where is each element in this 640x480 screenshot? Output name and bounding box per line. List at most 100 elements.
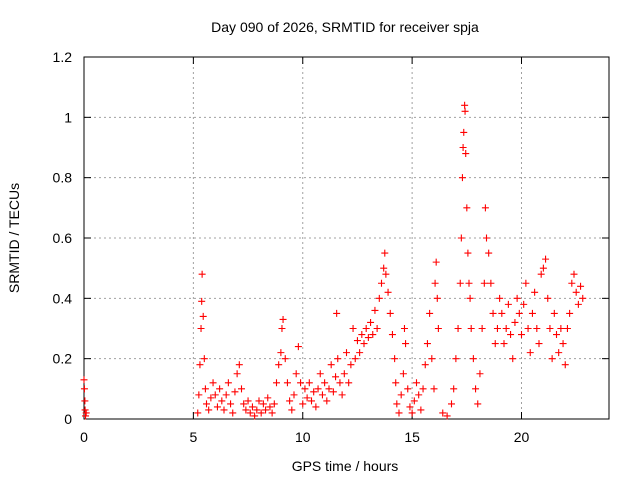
data-point xyxy=(395,409,403,417)
data-point xyxy=(213,403,221,411)
data-point xyxy=(431,279,439,287)
data-point xyxy=(275,361,283,369)
data-point xyxy=(528,309,536,317)
y-tick-label: 1.2 xyxy=(53,49,73,65)
data-point xyxy=(338,391,346,399)
data-point xyxy=(270,400,278,408)
data-point xyxy=(393,400,401,408)
y-tick-label: 0.4 xyxy=(53,290,73,306)
data-point xyxy=(244,397,252,405)
data-point xyxy=(476,370,484,378)
data-point xyxy=(419,385,427,393)
data-point xyxy=(457,234,465,242)
data-point xyxy=(553,331,560,339)
data-point xyxy=(205,406,213,414)
data-point xyxy=(327,361,335,369)
data-point xyxy=(426,309,434,317)
data-point xyxy=(513,294,521,302)
data-point xyxy=(430,385,438,393)
data-point xyxy=(464,249,472,257)
data-point xyxy=(509,355,517,363)
data-point xyxy=(369,331,377,339)
data-point xyxy=(216,385,224,393)
data-point xyxy=(386,309,394,317)
data-point xyxy=(264,394,272,402)
data-point xyxy=(246,409,254,417)
data-point xyxy=(498,309,506,317)
data-point xyxy=(316,370,324,378)
data-point xyxy=(539,264,547,272)
data-point xyxy=(201,385,209,393)
data-point xyxy=(392,379,400,387)
x-tick-label: 0 xyxy=(80,429,88,445)
data-point xyxy=(452,355,460,363)
data-point xyxy=(297,379,305,387)
data-point xyxy=(343,349,350,357)
data-point xyxy=(526,349,534,357)
data-point xyxy=(515,309,523,317)
data-point xyxy=(472,385,480,393)
x-tick-label: 5 xyxy=(189,429,197,445)
data-point xyxy=(533,325,541,332)
data-point xyxy=(459,144,467,151)
data-point xyxy=(220,406,228,414)
data-point xyxy=(467,325,475,332)
data-point xyxy=(504,300,512,308)
data-point xyxy=(362,325,370,332)
data-point xyxy=(568,279,576,287)
data-point xyxy=(323,397,331,405)
data-point xyxy=(518,331,525,339)
data-point xyxy=(268,409,276,417)
data-point xyxy=(196,361,204,369)
data-point xyxy=(195,391,203,399)
data-point xyxy=(283,379,291,387)
data-point xyxy=(378,279,385,287)
data-point xyxy=(227,400,235,408)
data-point xyxy=(375,294,383,302)
data-point xyxy=(253,406,261,414)
data-point xyxy=(466,294,474,302)
data-point xyxy=(410,397,418,405)
data-point xyxy=(404,385,412,393)
data-point xyxy=(266,403,274,411)
data-point xyxy=(279,315,287,323)
data-point xyxy=(542,255,550,263)
data-point xyxy=(308,397,315,405)
data-point xyxy=(480,279,488,287)
data-point xyxy=(439,409,447,417)
data-point xyxy=(334,355,342,363)
data-point xyxy=(286,397,294,405)
data-point xyxy=(351,355,359,363)
data-point xyxy=(489,309,497,317)
data-point xyxy=(448,400,455,408)
data-point xyxy=(579,294,587,302)
data-point xyxy=(229,409,237,417)
data-point xyxy=(417,406,425,414)
data-point xyxy=(408,409,416,417)
data-point xyxy=(496,294,504,302)
x-tick-label: 20 xyxy=(514,429,530,445)
data-point xyxy=(278,325,286,332)
data-point xyxy=(443,412,451,420)
data-point xyxy=(238,385,245,393)
x-axis-label: GPS time / hours xyxy=(292,458,399,474)
data-point xyxy=(318,391,326,399)
data-point xyxy=(406,403,414,411)
y-tick-label: 0.6 xyxy=(53,230,73,246)
data-point xyxy=(81,397,89,405)
data-point xyxy=(349,325,357,332)
data-point xyxy=(301,385,309,393)
data-point xyxy=(502,325,510,332)
data-point xyxy=(299,400,307,408)
y-tick-label: 0.8 xyxy=(53,170,73,186)
data-point xyxy=(400,325,408,332)
data-point xyxy=(305,379,313,387)
data-point xyxy=(463,204,471,212)
data-point xyxy=(535,340,543,348)
data-point xyxy=(399,370,407,378)
data-point xyxy=(294,343,302,351)
data-point xyxy=(199,312,207,320)
data-point xyxy=(531,288,539,296)
data-point xyxy=(235,361,243,369)
x-tick-label: 15 xyxy=(404,429,420,445)
